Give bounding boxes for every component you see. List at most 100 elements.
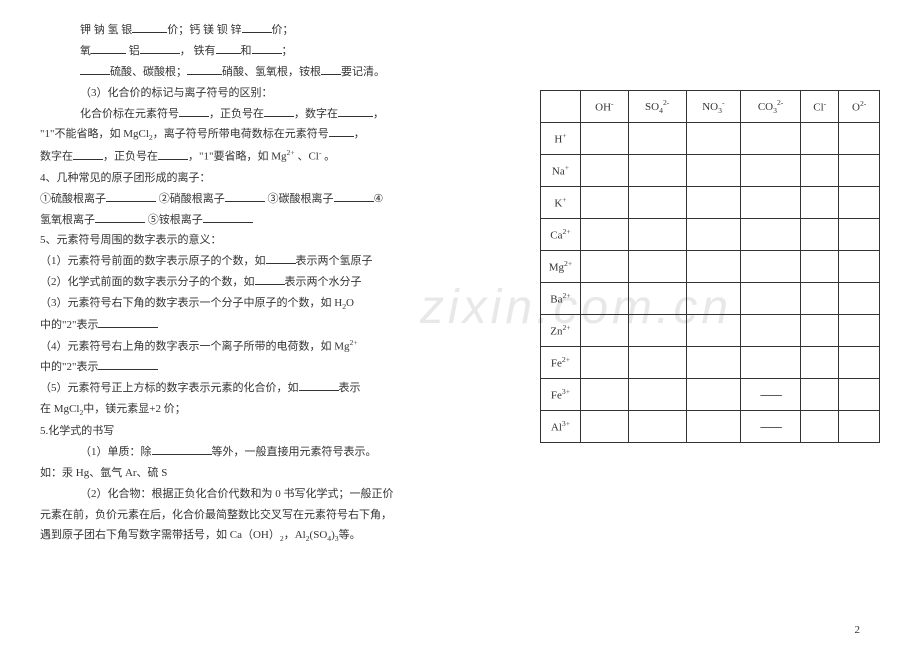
cation-charge: 2+	[563, 227, 571, 236]
text: 硝酸、氢氧根，铵根	[222, 66, 321, 78]
text: 中，镁元素显+2 价；	[83, 403, 185, 415]
table-cell	[801, 347, 839, 379]
table-row: Fe3+ --------	[541, 379, 880, 411]
table-cell	[628, 315, 686, 347]
text: O	[346, 297, 354, 309]
table-header-cell: O2-	[839, 91, 880, 123]
ion-base: SO4	[645, 101, 663, 113]
line-16: （4）元素符号右上角的数字表示一个离子所带的电荷数，如 Mg2+	[40, 336, 520, 358]
table-cell	[686, 251, 740, 283]
cation-charge: 2+	[563, 323, 571, 332]
cation-charge: +	[562, 131, 566, 140]
cation-label: Ba	[550, 294, 562, 306]
table-cell	[686, 219, 740, 251]
blank	[252, 43, 282, 54]
table-cell	[686, 187, 740, 219]
blank	[225, 191, 265, 202]
table-cell	[839, 315, 880, 347]
table-row: Al3+--------	[541, 411, 880, 443]
text: （3）元素符号右下角的数字表示一个分子中原子的个数，如 H	[40, 297, 342, 309]
text: 中的"2"表示	[40, 361, 98, 373]
text: ，Al	[284, 529, 306, 541]
text: 化合价标在元素符号	[80, 108, 179, 120]
table-cell	[581, 187, 629, 219]
cation-charge: +	[562, 195, 566, 204]
table-cell	[581, 155, 629, 187]
table-cell	[801, 123, 839, 155]
line-9: ①硫酸根离子 ②硝酸根离子 ③碳酸根离子④	[40, 189, 520, 210]
blank	[329, 126, 354, 137]
row-label-cell: H+	[541, 123, 581, 155]
table-row: Ca2+	[541, 219, 880, 251]
text: 要记清。	[341, 66, 385, 78]
ion-base: O	[852, 102, 860, 114]
table-cell	[686, 315, 740, 347]
blank	[158, 149, 188, 160]
table-cell: --------	[741, 379, 801, 411]
text: ，	[373, 108, 384, 120]
table-row: K+	[541, 187, 880, 219]
table-row: Zn2+	[541, 315, 880, 347]
blank	[98, 317, 158, 328]
page-number: 2	[855, 624, 861, 636]
table-cell	[628, 411, 686, 443]
table-row: H+	[541, 123, 880, 155]
line-5: 化合价标在元素符号，正负号在，数字在，	[40, 104, 520, 125]
line-3: 硫酸、碳酸根；硝酸、氢氧根，铵根要记清。	[40, 62, 520, 83]
text: 中的"2"表示	[40, 319, 98, 331]
table-cell	[801, 187, 839, 219]
text: 数字在	[40, 151, 73, 163]
table-cell	[581, 379, 629, 411]
text: 和	[241, 45, 252, 57]
table-cell	[741, 347, 801, 379]
line-23: （2）化合物：根据正负化合价代数和为 0 书写化学式；一般正价	[40, 484, 520, 505]
text: 遇到原子团右下角写数字需带括号，如 Ca（OH）	[40, 529, 280, 541]
line-20: 5.化学式的书写	[40, 421, 520, 442]
ion-base: Cl	[813, 102, 823, 114]
table-row: Ba2+	[541, 283, 880, 315]
text: 等外，一般直接用元素符号表示。	[212, 446, 377, 458]
table-cell	[581, 219, 629, 251]
blank	[95, 212, 145, 223]
row-label-cell: Al3+	[541, 411, 581, 443]
cation-charge: 2+	[564, 259, 572, 268]
line-4: （3）化合价的标记与离子符号的区别：	[40, 83, 520, 104]
line-19: 在 MgCl2中，镁元素显+2 价；	[40, 399, 520, 421]
line-18: （5）元素符号正上方标的数字表示元素的化合价，如表示	[40, 378, 520, 399]
table-cell	[686, 155, 740, 187]
row-label-cell: Fe3+	[541, 379, 581, 411]
cation-label: Fe	[551, 390, 562, 402]
ion-base: NO3	[702, 101, 722, 113]
cation-charge: 2+	[562, 355, 570, 364]
line-8: 4、几种常见的原子团形成的离子：	[40, 168, 520, 189]
line-17: 中的"2"表示	[40, 357, 520, 378]
table-cell	[581, 123, 629, 155]
superscript: 2+	[350, 338, 358, 347]
ion-table: OH-SO42-NO3-CO32-Cl-O2- H+Na+K+Ca2+Mg2+B…	[540, 90, 880, 443]
line-12: （1）元素符号前面的数字表示原子的个数，如表示两个氢原子	[40, 251, 520, 272]
cation-label: Fe	[551, 358, 562, 370]
text: ，离子符号所带电荷数标在元素符号	[153, 128, 329, 140]
table-cell	[628, 347, 686, 379]
line-22: 如：汞 Hg、氩气 Ar、硫 S	[40, 463, 520, 484]
cation-label: Mg	[549, 262, 564, 274]
table-header-cell: CO32-	[741, 91, 801, 123]
table-cell	[839, 283, 880, 315]
blank	[242, 22, 272, 33]
main-container: 钾 钠 氢 银价；钙 镁 钡 锌价； 氧 铝， 铁有和； 硫酸、碳酸根；硝酸、氢…	[0, 0, 920, 567]
row-label-cell: Zn2+	[541, 315, 581, 347]
table-cell	[801, 219, 839, 251]
text: （1）元素符号前面的数字表示原子的个数，如	[40, 255, 266, 267]
blank	[106, 191, 156, 202]
text: 氧	[80, 45, 91, 57]
text: ， 铁有	[180, 45, 216, 57]
blank	[216, 43, 241, 54]
blank	[152, 444, 212, 455]
table-cell	[801, 411, 839, 443]
text: 氢氧根离子	[40, 214, 95, 226]
text: 价；钙 镁 钡 锌	[167, 24, 241, 36]
text: ，"1"要省略，如 Mg	[188, 151, 287, 163]
table-header-cell	[541, 91, 581, 123]
cation-label: Al	[551, 422, 562, 434]
row-label-cell: Ba2+	[541, 283, 581, 315]
